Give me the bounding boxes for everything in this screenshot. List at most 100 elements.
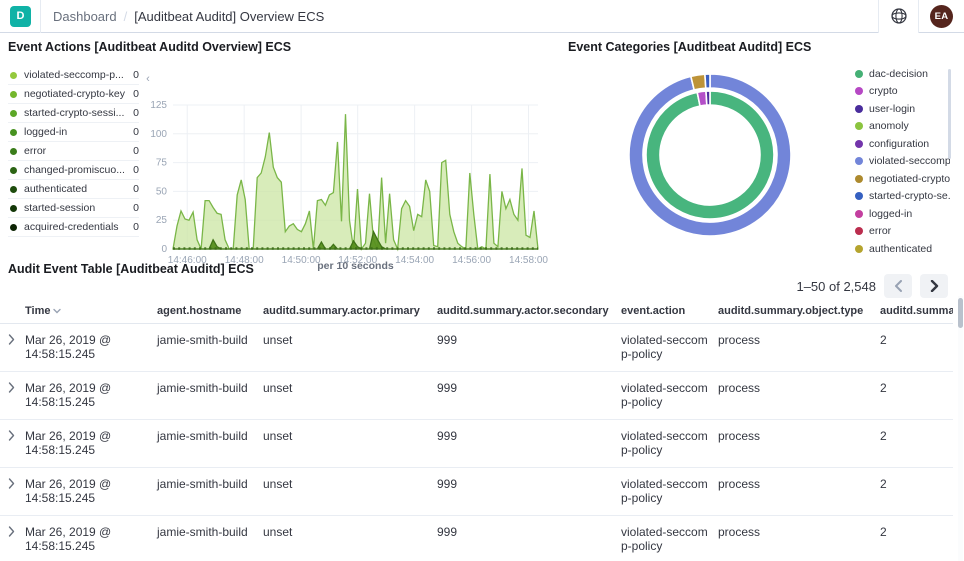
legend-item[interactable]: negotiated-crypto-key 0 xyxy=(8,85,139,104)
cell-actor_secondary: 999 xyxy=(437,333,458,347)
cell-actor_secondary: 999 xyxy=(437,525,458,539)
legend-item[interactable]: crypto xyxy=(855,83,950,101)
cell-actor_primary: unset xyxy=(263,525,293,539)
donut-slice-dac-decision[interactable] xyxy=(645,90,775,220)
legend-collapse-chevron-icon[interactable]: ‹ xyxy=(142,73,154,85)
column-header-hostname[interactable]: agent.hostname xyxy=(157,305,263,317)
app-logo[interactable]: D xyxy=(10,5,31,27)
cell-hostname: jamie-smith-build xyxy=(157,429,248,443)
pagination-prev-icon[interactable] xyxy=(884,274,912,298)
cell-summary: 2 xyxy=(880,333,887,347)
legend-item[interactable]: violated-seccomp-p... 0 xyxy=(8,66,139,85)
donut-slice-negotiated-crypto-key[interactable] xyxy=(689,73,707,91)
panel-title-event-actions: Event Actions [Auditbeat Auditd Overview… xyxy=(8,40,292,54)
donut-slice-user-login[interactable] xyxy=(705,90,711,106)
event-categories-donut-chart[interactable] xyxy=(620,65,800,245)
legend-label: logged-in xyxy=(24,126,68,138)
cell-object_type: process xyxy=(718,381,761,395)
globe-icon[interactable] xyxy=(878,0,918,33)
legend-item[interactable]: dac-decision xyxy=(855,65,950,83)
legend-item[interactable]: violated-seccomp... xyxy=(855,153,950,171)
legend-scrollbar[interactable] xyxy=(948,69,951,159)
legend-item[interactable]: started-session 0 xyxy=(8,199,139,218)
pagination-next-icon[interactable] xyxy=(920,274,948,298)
x-axis-tick: 14:54:00 xyxy=(395,255,434,266)
legend-label: changed-promiscuo... xyxy=(24,164,125,176)
column-header-summary[interactable]: auditd.summary xyxy=(880,305,953,317)
cell-action: violated-seccomp-policy xyxy=(621,525,708,553)
table-row[interactable]: Mar 26, 2019 @ 14:58:15.245 jamie-smith-b… xyxy=(0,468,953,516)
row-expand-chevron-icon[interactable] xyxy=(0,525,25,537)
legend-item[interactable]: logged-in xyxy=(855,205,950,223)
table-row[interactable]: Mar 26, 2019 @ 14:58:15.245 jamie-smith-b… xyxy=(0,516,953,561)
legend-color-dot xyxy=(10,109,17,117)
legend-label: dac-decision xyxy=(869,67,928,80)
cell-action: violated-seccomp-policy xyxy=(621,477,708,505)
table-scrollbar[interactable] xyxy=(958,296,963,561)
avatar[interactable]: EA xyxy=(930,4,953,28)
legend-item[interactable]: logged-in 0 xyxy=(8,123,139,142)
column-header-label: Time xyxy=(25,305,51,317)
breadcrumb-dashboard-link[interactable]: Dashboard xyxy=(53,8,117,24)
x-axis-tick: 14:52:00 xyxy=(338,255,377,266)
legend-item[interactable]: authenticated 0 xyxy=(8,180,139,199)
panel-event-categories: Event Categories [Auditbeat Auditd] ECS … xyxy=(560,33,964,255)
cell-summary: 2 xyxy=(880,381,887,395)
table-row[interactable]: Mar 26, 2019 @ 14:58:15.245 jamie-smith-b… xyxy=(0,372,953,420)
x-axis-tick: 14:58:00 xyxy=(509,255,548,266)
donut-slice-violated-seccomp-policy[interactable] xyxy=(628,73,792,237)
event-actions-area-chart[interactable]: 0 25 50 75 100 125 14:46:00 14:48:00 14:50:00 14:… xyxy=(133,95,557,267)
cell-actor_secondary: 999 xyxy=(437,429,458,443)
donut-slice-started-crypto-session[interactable] xyxy=(704,73,711,89)
cell-object_type: process xyxy=(718,429,761,443)
event-actions-legend: violated-seccomp-p... 0 negotiated-crypto-… xyxy=(8,66,139,237)
legend-item[interactable]: user-login xyxy=(855,100,950,118)
column-header-actor_secondary[interactable]: auditd.summary.actor.secondary xyxy=(437,305,621,317)
column-header-label: agent.hostname xyxy=(157,305,242,317)
area-series-events[interactable] xyxy=(172,114,539,252)
legend-color-dot xyxy=(855,122,863,131)
legend-item[interactable]: error 0 xyxy=(8,142,139,161)
legend-item[interactable]: authenticated xyxy=(855,240,950,258)
legend-item[interactable]: acquired-credentials 0 xyxy=(8,218,139,237)
cell-actor_secondary: 999 xyxy=(437,381,458,395)
legend-item[interactable]: changed-promiscuo... 0 xyxy=(8,161,139,180)
legend-item[interactable]: anomoly xyxy=(855,118,950,136)
cell-actor_primary: unset xyxy=(263,381,293,395)
legend-label: error xyxy=(869,225,892,238)
x-axis-label: per 10 seconds xyxy=(317,260,394,272)
cell-actor_primary: unset xyxy=(263,429,293,443)
table-row[interactable]: Mar 26, 2019 @ 14:58:15.245 jamie-smith-b… xyxy=(0,324,953,372)
legend-item[interactable]: configuration xyxy=(855,135,950,153)
column-header-object_type[interactable]: auditd.summary.object.type xyxy=(718,305,880,317)
row-expand-chevron-icon[interactable] xyxy=(0,477,25,489)
legend-color-dot xyxy=(855,244,863,253)
cell-action: violated-seccomp-policy xyxy=(621,429,708,457)
row-expand-chevron-icon[interactable] xyxy=(0,333,25,345)
legend-color-dot xyxy=(855,157,863,166)
x-axis-tick: 14:50:00 xyxy=(282,255,321,266)
legend-item[interactable]: started-crypto-sessi... 0 xyxy=(8,104,139,123)
panel-audit-event-table: Audit Event Table [Auditbeat Auditd] ECS… xyxy=(0,250,964,561)
legend-label: started-session xyxy=(24,202,96,214)
column-header-time[interactable]: Time xyxy=(25,305,157,317)
user-menu[interactable]: EA xyxy=(918,0,964,33)
legend-label: violated-seccomp-p... xyxy=(24,69,124,81)
y-axis-tick: 25 xyxy=(156,215,168,226)
panel-event-actions: Event Actions [Auditbeat Auditd Overview… xyxy=(0,33,560,272)
legend-item[interactable]: negotiated-crypto... xyxy=(855,170,950,188)
legend-label: error xyxy=(24,145,47,157)
column-header-label: auditd.summary.actor.secondary xyxy=(437,305,609,317)
column-header-actor_primary[interactable]: auditd.summary.actor.primary xyxy=(263,305,437,317)
column-header-label: auditd.summary.object.type xyxy=(718,305,864,317)
column-header-action[interactable]: event.action xyxy=(621,305,718,317)
legend-value: 0 xyxy=(133,145,139,157)
legend-color-dot xyxy=(855,209,863,218)
legend-item[interactable]: error xyxy=(855,223,950,241)
row-expand-chevron-icon[interactable] xyxy=(0,429,25,441)
cell-hostname: jamie-smith-build xyxy=(157,333,248,347)
table-row[interactable]: Mar 26, 2019 @ 14:58:15.245 jamie-smith-b… xyxy=(0,420,953,468)
row-expand-chevron-icon[interactable] xyxy=(0,381,25,393)
legend-label: started-crypto-se... xyxy=(869,190,950,203)
legend-item[interactable]: started-crypto-se... xyxy=(855,188,950,206)
